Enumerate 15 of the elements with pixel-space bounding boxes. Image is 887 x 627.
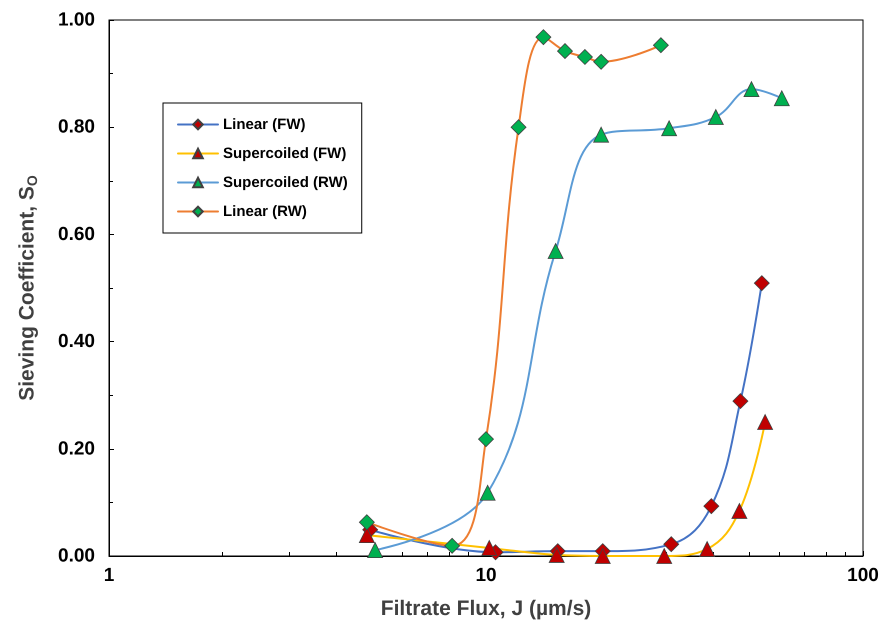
y-axis-title: Sieving Coefficient, SO <box>16 175 40 401</box>
x-axis-title: Filtrate Flux, J (µm/s) <box>380 597 592 620</box>
y-tick-label: 0.20 <box>58 438 95 460</box>
legend-label: Linear (RW) <box>223 203 307 220</box>
y-tick-label: 0.40 <box>58 331 95 352</box>
y-tick-label: 1.00 <box>58 10 95 30</box>
x-tick-label: 10 <box>475 565 497 586</box>
x-tick-label: 1 <box>104 565 115 586</box>
legend-label: Supercoiled (RW) <box>223 174 348 191</box>
x-tick-label: 100 <box>847 565 879 586</box>
y-tick-label: 0.60 <box>58 224 95 245</box>
legend-label: Linear (FW) <box>223 116 306 133</box>
legend-label: Supercoiled (FW) <box>223 145 346 162</box>
y-tick-label: 0.00 <box>58 546 95 566</box>
y-tick-label: 0.80 <box>58 116 95 138</box>
